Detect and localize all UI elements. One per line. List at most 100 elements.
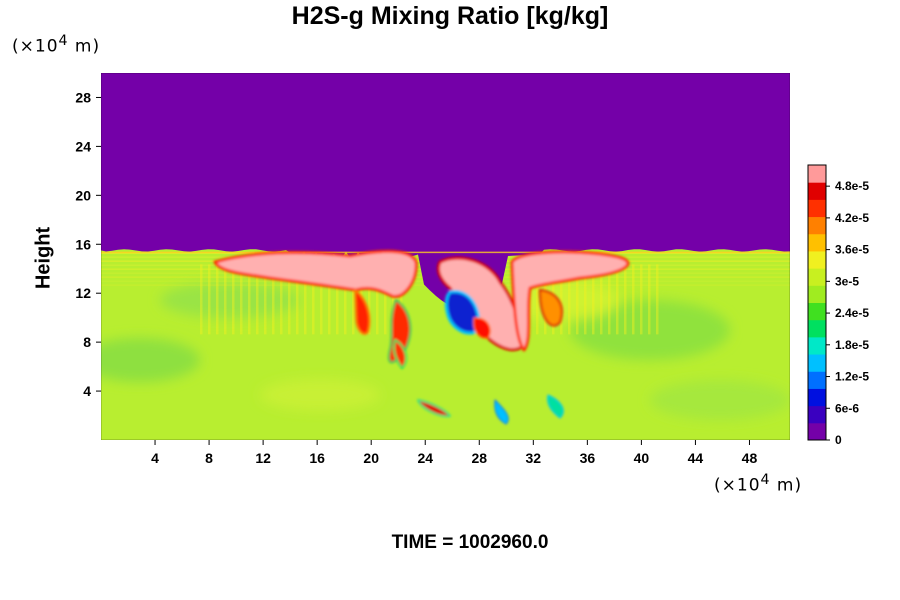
y-tick-label: 24 bbox=[75, 138, 91, 154]
field-wave-stripe bbox=[400, 264, 403, 335]
field-plume-left-tail bbox=[354, 289, 371, 336]
x-tick-label: 24 bbox=[417, 450, 433, 466]
field-swirl bbox=[101, 338, 200, 382]
colorbar-tick-label: 4.2e-5 bbox=[835, 211, 869, 225]
time-label: TIME = 1002960.0 bbox=[391, 532, 549, 553]
colorbar-swatch bbox=[808, 285, 826, 303]
field-wave-stripe bbox=[288, 264, 291, 335]
x-tick-label: 8 bbox=[205, 450, 213, 466]
field-wave-stripe bbox=[328, 264, 331, 335]
x-tick-label: 12 bbox=[255, 450, 271, 466]
field-wave-stripe bbox=[576, 264, 579, 335]
field-core-red bbox=[473, 317, 491, 339]
y-tick-label: 8 bbox=[83, 334, 91, 350]
field-wave-stripe bbox=[312, 264, 315, 335]
colorbar-swatch bbox=[808, 319, 826, 338]
field-wave-stripe bbox=[296, 264, 299, 335]
field-wave-stripe bbox=[208, 264, 211, 335]
x-tick-label: 16 bbox=[309, 450, 325, 466]
x-tick-label: 36 bbox=[580, 450, 596, 466]
field-wave-stripe bbox=[384, 264, 387, 335]
field-wave-stripe bbox=[592, 264, 595, 335]
colorbar-swatch bbox=[808, 405, 826, 424]
x-tick-label: 4 bbox=[151, 450, 159, 466]
field-wave-stripe bbox=[624, 264, 627, 335]
field-wave-stripe bbox=[344, 264, 347, 335]
colorbar-swatch bbox=[808, 371, 826, 389]
field-wave-stripe bbox=[648, 264, 651, 335]
colorbar-tick-label: 4.8e-5 bbox=[835, 179, 869, 193]
field-wave-stripe bbox=[240, 264, 243, 335]
colorbar-swatch bbox=[808, 354, 826, 372]
field-wave-stripe bbox=[352, 264, 355, 335]
field-tendril-low-teal bbox=[547, 394, 564, 419]
field-plume-right bbox=[510, 250, 630, 352]
colorbar-swatch bbox=[808, 216, 826, 235]
y-axis: 4 8 12 16 20 24 28 bbox=[75, 89, 101, 399]
field-wave-stripe bbox=[368, 264, 371, 335]
colorbar-tick-label: 0 bbox=[835, 433, 842, 447]
field-wave-stripe bbox=[200, 264, 203, 335]
colorbar-swatch bbox=[808, 182, 826, 200]
field-wave-stripe bbox=[392, 264, 395, 335]
field-wave-stripe bbox=[616, 264, 619, 335]
y-tick-label: 12 bbox=[75, 285, 91, 301]
field-wave-stripe bbox=[256, 264, 259, 335]
colorbar: 0 6e-6 1.2e-5 1.8e-5 2.4e-5 3e-5 3.6e-5 4.2e-5 4… bbox=[807, 164, 869, 447]
colorbar-swatch bbox=[808, 233, 826, 252]
field-swirl bbox=[160, 282, 300, 318]
colorbar-swatch bbox=[808, 268, 826, 286]
y-axis-unit: (×104 m) bbox=[12, 33, 101, 57]
field-core-blue bbox=[444, 290, 481, 335]
x-axis-unit: (×104 m) bbox=[714, 472, 803, 496]
colorbar-swatch bbox=[808, 388, 826, 407]
field-tendril-low-blue bbox=[494, 399, 509, 425]
field-wave-stripe bbox=[568, 264, 571, 335]
x-tick-label: 48 bbox=[742, 450, 758, 466]
colorbar-swatch bbox=[808, 422, 826, 441]
y-tick-label: 16 bbox=[75, 236, 91, 252]
colorbar-swatch bbox=[808, 165, 826, 183]
field-wave-stripe bbox=[560, 264, 563, 335]
y-tick-label: 20 bbox=[75, 187, 91, 203]
colorbar-tick-label: 1.8e-5 bbox=[835, 338, 869, 352]
field-wave-stripe bbox=[304, 264, 307, 335]
field-wave-stripe bbox=[608, 264, 611, 335]
field-plume-right-tail bbox=[539, 289, 563, 327]
field-tendril-mid bbox=[392, 339, 407, 369]
field-wave-stripe bbox=[376, 264, 379, 335]
colorbar-swatch bbox=[808, 336, 826, 355]
heatmap-field bbox=[101, 73, 790, 440]
field-swirl bbox=[260, 379, 380, 411]
field-swirl bbox=[650, 380, 790, 420]
field-tendril-low bbox=[417, 399, 451, 418]
field-swirl bbox=[570, 300, 730, 360]
field-wave-stripe bbox=[320, 264, 323, 335]
field-wave-stripe bbox=[216, 264, 219, 335]
colorbar-tick-label: 3.6e-5 bbox=[835, 243, 869, 257]
field-swirls bbox=[101, 280, 790, 420]
field-plume-center bbox=[436, 256, 526, 351]
colorbar-swatch bbox=[808, 250, 826, 269]
field-wave-stripe bbox=[280, 264, 283, 335]
field-wave-stripe bbox=[272, 264, 275, 335]
x-tick-label: 32 bbox=[526, 450, 542, 466]
field-plumes bbox=[213, 249, 630, 425]
x-tick-label: 28 bbox=[471, 450, 487, 466]
field-wave-stripe bbox=[536, 264, 539, 335]
field-wave-stripe bbox=[584, 264, 587, 335]
field-plume-left bbox=[213, 249, 418, 298]
y-tick-label: 4 bbox=[83, 383, 91, 399]
colorbar-swatch bbox=[808, 302, 826, 321]
colorbar-frame bbox=[807, 164, 827, 441]
field-wave-stripe bbox=[248, 264, 251, 335]
chart-title: H2S-g Mixing Ratio [kg/kg] bbox=[291, 2, 609, 30]
y-tick-label: 28 bbox=[75, 89, 91, 105]
field-wave-stripe bbox=[224, 264, 227, 335]
x-tick-label: 40 bbox=[634, 450, 650, 466]
colorbar-swatch bbox=[808, 199, 826, 218]
colorbar-tick-label: 6e-6 bbox=[835, 401, 859, 415]
field-wave-stripe bbox=[264, 264, 267, 335]
colorbar-tick-label: 2.4e-5 bbox=[835, 306, 869, 320]
